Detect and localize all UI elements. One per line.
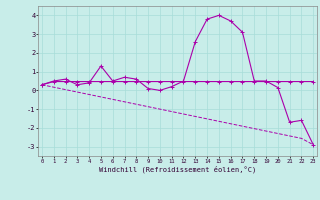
X-axis label: Windchill (Refroidissement éolien,°C): Windchill (Refroidissement éolien,°C) <box>99 165 256 173</box>
